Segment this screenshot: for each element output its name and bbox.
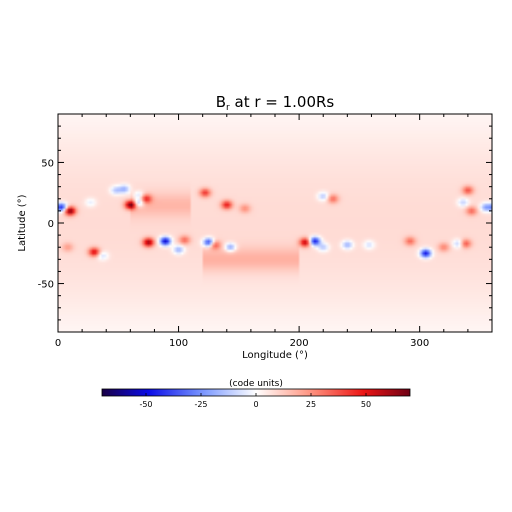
colorbar-tick-label: -50 [139,400,152,409]
y-tick-label: 0 [48,219,54,230]
heatmap-image [58,114,492,332]
y-tick-label: -50 [38,280,54,291]
chart-title-rest: at r = 1.00Rs [230,93,335,111]
colorbar-tick-label: 50 [361,400,371,409]
y-tick-label: 50 [41,158,54,169]
colorbar-tick-label: -25 [194,400,207,409]
axes: 0 100 200 300 -50 0 50 [38,113,493,349]
x-axis-label: Longitude (°) [242,350,308,361]
colorbar-title: (code units) [229,379,283,389]
x-tick-label: 300 [410,338,429,349]
chart-title-subscript: r [226,103,230,113]
x-tick-label: 0 [55,338,61,349]
chart-title-main: B [216,93,226,111]
colorbar-tick-label: 25 [306,400,316,409]
y-axis-label: Latitude (°) [17,194,28,251]
x-tick-label: 200 [290,338,309,349]
colorbar-ticks: -50 -25 0 25 50 [139,393,371,409]
heatmap-raster [58,114,492,332]
colorbar-tick-label: 0 [253,400,258,409]
x-tick-label: 100 [169,338,188,349]
chart-title: Br at r = 1.00Rs [216,93,335,113]
